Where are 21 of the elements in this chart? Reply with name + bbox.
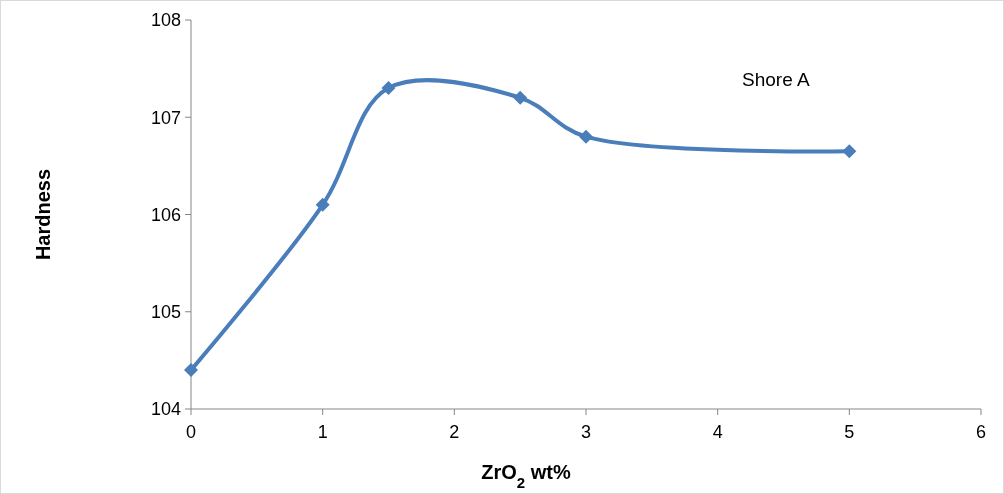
point xyxy=(842,144,857,159)
y-tick-label: 106 xyxy=(150,204,181,225)
x-tick-label: 0 xyxy=(185,422,197,442)
x-tick-label: 1 xyxy=(317,422,328,442)
x-tick-label: 5 xyxy=(844,422,855,442)
y-tick-label: 107 xyxy=(150,107,181,128)
point xyxy=(513,90,528,105)
x-tick-label: 6 xyxy=(975,422,987,442)
y-tick-label: 104 xyxy=(150,399,181,420)
y-axis-title: Hardness xyxy=(32,168,54,261)
point xyxy=(579,129,593,144)
point xyxy=(381,81,396,96)
x-tick-label: 2 xyxy=(449,422,460,442)
point xyxy=(184,363,198,378)
x-axis-title: ZrO$_{2}$ wt% xyxy=(481,461,571,491)
x-tick-label: 3 xyxy=(580,422,592,442)
annotation: Shore A xyxy=(742,69,810,90)
y-tick-label: 108 xyxy=(150,10,181,31)
x-tick-label: 4 xyxy=(712,422,723,442)
y-tick-label: 105 xyxy=(150,302,181,323)
point xyxy=(315,197,330,212)
